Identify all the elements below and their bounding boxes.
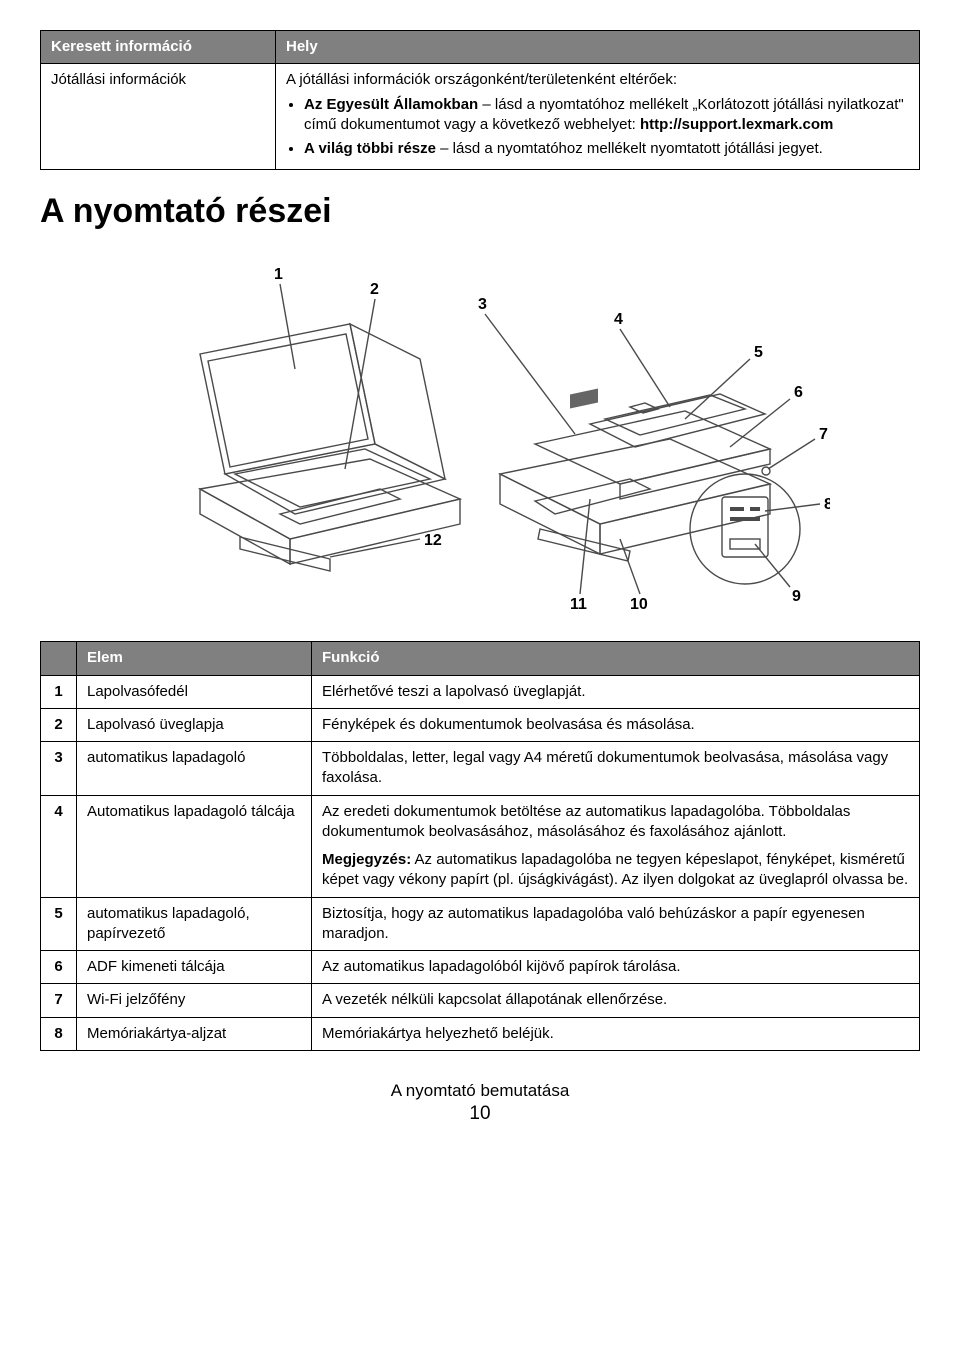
footer-title: A nyomtató bemutatása bbox=[40, 1081, 920, 1101]
warranty-bullet-1: Az Egyesült Államokban – lásd a nyomtató… bbox=[304, 95, 909, 136]
warranty-left-cell: Jótállási információk bbox=[41, 64, 276, 170]
svg-text:1: 1 bbox=[274, 266, 283, 283]
table-row: 3 automatikus lapadagoló Többoldalas, le… bbox=[41, 742, 920, 796]
warranty-bullet-2: A világ többi része – lásd a nyomtatóhoz… bbox=[304, 139, 909, 159]
svg-text:4: 4 bbox=[614, 311, 623, 328]
table-row: 8 Memóriakártya-aljzat Memóriakártya hel… bbox=[41, 1017, 920, 1050]
svg-text:9: 9 bbox=[792, 588, 801, 605]
left-printer-icon bbox=[200, 324, 460, 571]
table-row: 7 Wi-Fi jelzőfény A vezeték nélküli kapc… bbox=[41, 984, 920, 1017]
warranty-intro: A jótállási információk országonként/ter… bbox=[286, 71, 677, 88]
note: Megjegyzés: Az automatikus lapadagolóba … bbox=[322, 850, 909, 891]
table-row: 5 automatikus lapadagoló, papírvezető Bi… bbox=[41, 897, 920, 951]
printer-diagram-svg: .ln { stroke:#4a4a4a; stroke-width:1.4; … bbox=[130, 239, 830, 619]
warranty-bullets: Az Egyesült Államokban – lásd a nyomtató… bbox=[286, 95, 909, 160]
svg-text:2: 2 bbox=[370, 281, 379, 298]
page-footer: A nyomtató bemutatása 10 bbox=[40, 1081, 920, 1125]
parts-tbody: 1 Lapolvasófedél Elérhetővé teszi a lapo… bbox=[41, 675, 920, 1050]
svg-text:11: 11 bbox=[570, 596, 587, 613]
svg-text:3: 3 bbox=[478, 296, 487, 313]
parts-table: Elem Funkció 1 Lapolvasófedél Elérhetővé… bbox=[40, 641, 920, 1051]
table-row: 1 Lapolvasófedél Elérhetővé teszi a lapo… bbox=[41, 675, 920, 708]
svg-text:12: 12 bbox=[424, 532, 442, 549]
warranty-table: Keresett információ Hely Jótállási infor… bbox=[40, 30, 920, 170]
callouts: 1 2 3 4 5 6 7 8 9 10 11 12 bbox=[274, 266, 830, 613]
parts-th-func: Funkció bbox=[312, 642, 920, 675]
table-row: 6 ADF kimeneti tálcája Az automatikus la… bbox=[41, 951, 920, 984]
parts-th-elem: Elem bbox=[77, 642, 312, 675]
right-printer-icon bbox=[500, 389, 800, 584]
warranty-th-left: Keresett információ bbox=[41, 31, 276, 64]
svg-text:7: 7 bbox=[819, 426, 828, 443]
footer-page-number: 10 bbox=[40, 1103, 920, 1125]
warranty-right-cell: A jótállási információk országonként/ter… bbox=[276, 64, 920, 170]
warranty-th-right: Hely bbox=[276, 31, 920, 64]
svg-text:6: 6 bbox=[794, 384, 803, 401]
table-row: 4 Automatikus lapadagoló tálcája Az ered… bbox=[41, 795, 920, 897]
section-title: A nyomtató részei bbox=[40, 192, 920, 231]
svg-text:10: 10 bbox=[630, 596, 648, 613]
printer-diagram: .ln { stroke:#4a4a4a; stroke-width:1.4; … bbox=[40, 239, 920, 623]
svg-text:5: 5 bbox=[754, 344, 763, 361]
table-row: 2 Lapolvasó üveglapja Fényképek és dokum… bbox=[41, 708, 920, 741]
parts-th-blank bbox=[41, 642, 77, 675]
svg-text:8: 8 bbox=[824, 496, 830, 513]
